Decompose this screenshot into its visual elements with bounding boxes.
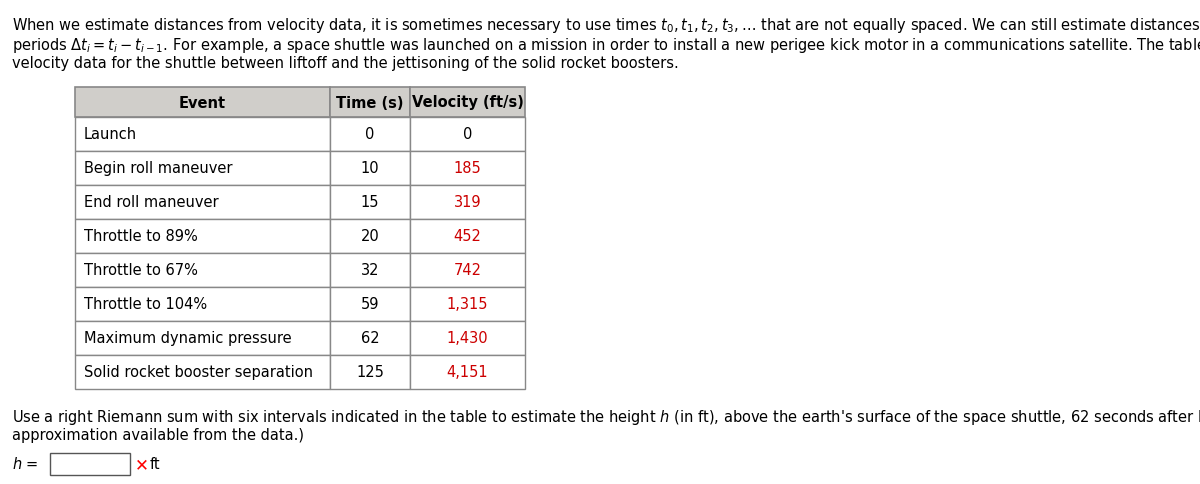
Text: 0: 0 — [365, 127, 374, 142]
Text: 10: 10 — [361, 161, 379, 176]
Bar — [74, 287, 330, 321]
Text: Solid rocket booster separation: Solid rocket booster separation — [84, 365, 313, 380]
Bar — [330, 220, 410, 254]
Bar — [330, 321, 410, 355]
Text: 32: 32 — [361, 263, 379, 278]
Text: 59: 59 — [361, 297, 379, 312]
Text: periods $\Delta t_i = t_i - t_{i-1}$. For example, a space shuttle was launched : periods $\Delta t_i = t_i - t_{i-1}$. Fo… — [12, 36, 1200, 55]
Bar — [74, 186, 330, 220]
Text: 62: 62 — [361, 331, 379, 346]
Text: 452: 452 — [454, 229, 481, 244]
Text: 4,151: 4,151 — [446, 365, 488, 380]
Bar — [330, 287, 410, 321]
Text: Use a right Riemann sum with six intervals indicated in the table to estimate th: Use a right Riemann sum with six interva… — [12, 407, 1200, 426]
Text: 185: 185 — [454, 161, 481, 176]
Bar — [74, 254, 330, 287]
Text: Event: Event — [179, 95, 226, 110]
Bar — [330, 88, 410, 118]
Text: Launch: Launch — [84, 127, 137, 142]
Text: When we estimate distances from velocity data, it is sometimes necessary to use : When we estimate distances from velocity… — [12, 16, 1200, 35]
Bar — [410, 186, 526, 220]
Bar — [330, 151, 410, 186]
Bar — [410, 151, 526, 186]
Text: Time (s): Time (s) — [336, 95, 403, 110]
Text: 1,430: 1,430 — [446, 331, 488, 346]
Text: Begin roll maneuver: Begin roll maneuver — [84, 161, 233, 176]
Bar — [410, 88, 526, 118]
Bar — [410, 287, 526, 321]
Text: approximation available from the data.): approximation available from the data.) — [12, 427, 304, 442]
Bar — [74, 151, 330, 186]
Text: ✕: ✕ — [134, 455, 149, 473]
Text: ft: ft — [150, 456, 161, 471]
Text: 0: 0 — [463, 127, 472, 142]
Bar — [330, 355, 410, 389]
Bar — [74, 118, 330, 151]
Bar — [74, 321, 330, 355]
Bar — [410, 355, 526, 389]
Bar — [410, 321, 526, 355]
Text: 742: 742 — [454, 263, 481, 278]
Bar — [410, 220, 526, 254]
Bar — [330, 118, 410, 151]
Bar — [410, 254, 526, 287]
Text: velocity data for the shuttle between liftoff and the jettisoning of the solid r: velocity data for the shuttle between li… — [12, 56, 679, 71]
Text: 20: 20 — [361, 229, 379, 244]
Text: Throttle to 104%: Throttle to 104% — [84, 297, 208, 312]
Text: Velocity (ft/s): Velocity (ft/s) — [412, 95, 523, 110]
Text: 15: 15 — [361, 195, 379, 210]
Bar — [410, 118, 526, 151]
Bar — [74, 220, 330, 254]
Bar — [330, 254, 410, 287]
Text: Throttle to 89%: Throttle to 89% — [84, 229, 198, 244]
Text: Throttle to 67%: Throttle to 67% — [84, 263, 198, 278]
Bar — [50, 453, 130, 475]
Bar — [330, 186, 410, 220]
Text: End roll maneuver: End roll maneuver — [84, 195, 218, 210]
Bar — [74, 355, 330, 389]
Text: 125: 125 — [356, 365, 384, 380]
Text: Maximum dynamic pressure: Maximum dynamic pressure — [84, 331, 292, 346]
Text: 1,315: 1,315 — [446, 297, 488, 312]
Text: 319: 319 — [454, 195, 481, 210]
Bar — [74, 88, 330, 118]
Text: $h$ =: $h$ = — [12, 455, 38, 471]
